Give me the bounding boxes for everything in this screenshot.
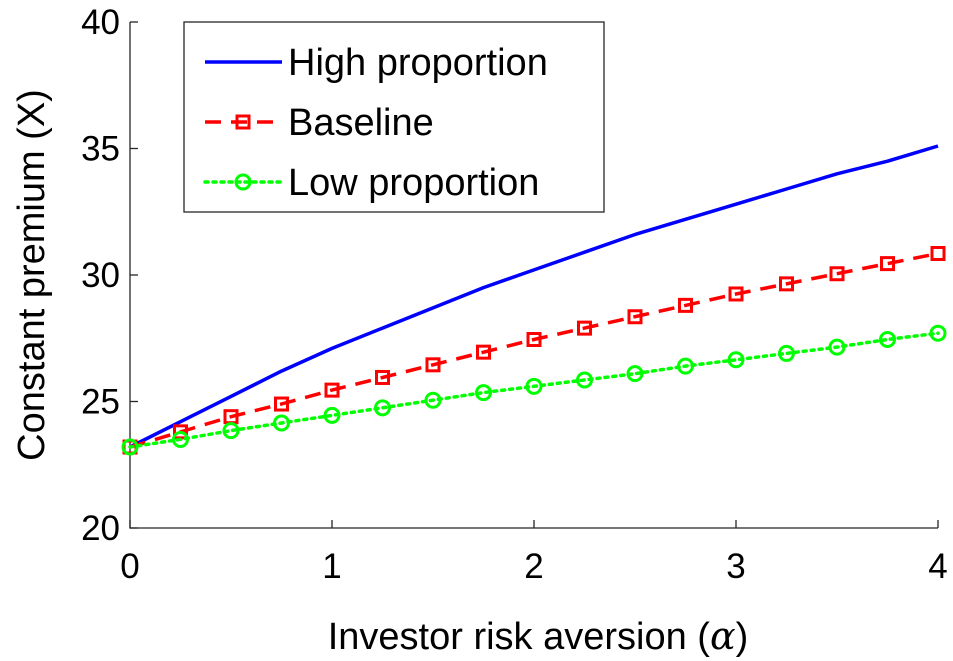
data-point: [728, 286, 744, 302]
data-point: [324, 382, 340, 398]
data-point: [828, 338, 846, 356]
x-tick-label: 0: [120, 547, 139, 586]
legend-marker: [235, 114, 251, 130]
data-point: [424, 391, 442, 409]
data-point: [626, 365, 644, 383]
legend-label: Low proportion: [288, 162, 539, 204]
x-tick-label: 4: [928, 547, 947, 586]
data-point: [929, 324, 947, 342]
data-point: [121, 438, 139, 456]
legend-items: High proportion Baseline Low proportion: [203, 42, 548, 204]
data-point: [172, 430, 189, 448]
x-tick-label: 1: [322, 547, 341, 586]
data-point: [525, 377, 543, 395]
series-high-proportion: [129, 144, 939, 449]
data-point: [829, 266, 845, 282]
data-point: [526, 332, 542, 348]
x-axis: 0 1 2 3 4: [120, 520, 948, 586]
legend-marker: [234, 173, 252, 191]
data-point: [222, 422, 240, 440]
y-tick-label: 20: [81, 509, 120, 548]
data-point: [475, 384, 492, 402]
legend-label: High proportion: [288, 42, 548, 84]
legend-item: Baseline: [205, 102, 434, 144]
series-line: [129, 144, 939, 449]
data-point: [778, 344, 795, 362]
data-point: [576, 371, 593, 389]
data-point: [274, 396, 289, 412]
data-point: [577, 320, 592, 336]
data-point: [879, 331, 896, 349]
x-axis-label: Investor risk aversion (α): [328, 614, 749, 658]
data-point: [779, 276, 794, 292]
y-tick-label: 35: [81, 130, 120, 169]
series-low-proportion: [121, 324, 947, 456]
data-point: [375, 369, 390, 385]
y-tick-label: 30: [81, 256, 120, 295]
data-point: [678, 297, 693, 313]
y-tick-label: 25: [81, 383, 120, 422]
data-point: [727, 351, 745, 369]
data-point: [880, 256, 895, 272]
legend-item: Low proportion: [203, 162, 539, 204]
series-line: [128, 331, 940, 449]
legend: High proportion Baseline Low proportion: [183, 21, 605, 213]
data-point: [425, 357, 441, 373]
x-tick-label: 2: [524, 547, 543, 586]
legend-item: High proportion: [205, 42, 548, 84]
legend-label: Baseline: [288, 102, 434, 144]
series-line: [129, 251, 939, 449]
data-point: [273, 414, 290, 432]
series-layer: [121, 144, 947, 456]
data-point: [677, 357, 694, 375]
y-axis-label: Constant premium (X): [11, 89, 53, 461]
y-axis: 20 25 30 35 40: [81, 3, 938, 548]
data-point: [323, 406, 341, 424]
data-point: [930, 245, 946, 261]
data-point: [476, 344, 491, 360]
x-tick-label: 3: [726, 547, 745, 586]
y-tick-label: 40: [81, 3, 120, 42]
data-point: [627, 309, 643, 325]
data-point: [374, 399, 391, 417]
